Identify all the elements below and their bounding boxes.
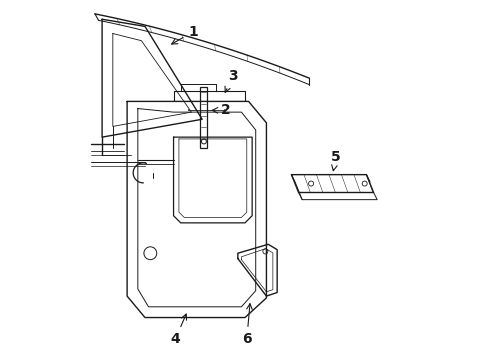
Text: 5: 5 — [331, 150, 341, 171]
Text: 3: 3 — [225, 69, 237, 93]
Text: 6: 6 — [242, 304, 252, 346]
Text: 1: 1 — [172, 25, 198, 44]
Text: 4: 4 — [171, 314, 187, 346]
Text: 2: 2 — [212, 103, 230, 117]
Bar — [200, 87, 207, 148]
